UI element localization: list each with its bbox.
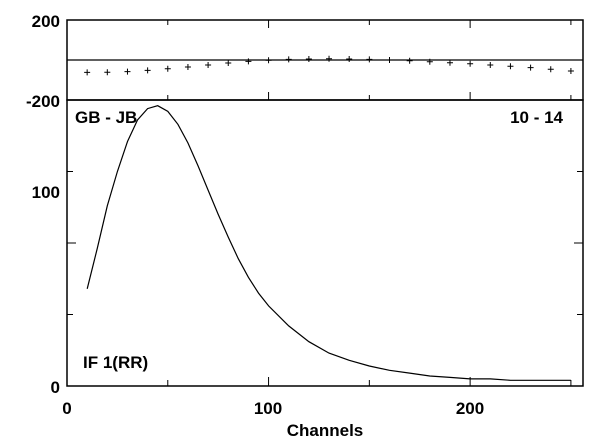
if-label: IF 1(RR) [83, 353, 148, 372]
phase-point [426, 58, 433, 65]
phase-point [184, 64, 191, 70]
phase-point [265, 57, 272, 64]
phase-point [144, 67, 151, 74]
phase-panel [66, 20, 583, 100]
phase-point [124, 68, 131, 75]
phase-ytick-label-top: 200 [32, 12, 60, 31]
phase-point [104, 69, 111, 76]
phase-point [386, 57, 393, 63]
phase-point [446, 59, 453, 66]
amp-ytick-label-100: 100 [32, 183, 60, 202]
phase-point [225, 60, 232, 66]
phase-point [245, 58, 252, 65]
phase-point [326, 55, 333, 62]
amplitude-line [86, 105, 571, 381]
time-range-label: 10 - 14 [510, 108, 563, 127]
phase-point [567, 68, 574, 74]
phase-point [467, 60, 474, 67]
phase-point [487, 62, 494, 68]
phase-point [205, 62, 212, 68]
phase-point [406, 57, 413, 64]
amplitude-panel [66, 105, 583, 387]
phase-point [164, 65, 171, 72]
amplitude-panel-frame [66, 99, 584, 387]
phase-point [507, 63, 514, 70]
xtick-label-200: 200 [456, 399, 484, 418]
x-axis-title: Channels [287, 421, 364, 440]
xtick-label-100: 100 [254, 399, 282, 418]
phase-ytick-label-bottom: -200 [26, 92, 60, 111]
phase-point [285, 56, 292, 63]
phase-point [547, 66, 554, 73]
baseline-label: GB - JB [75, 108, 137, 127]
phase-point [366, 56, 373, 63]
phase-point [84, 69, 91, 76]
phase-point [346, 56, 353, 62]
xtick-label-0: 0 [62, 399, 71, 418]
phase-point [527, 64, 534, 71]
amp-ytick-label-0: 0 [51, 378, 60, 397]
phase-point [305, 56, 312, 62]
